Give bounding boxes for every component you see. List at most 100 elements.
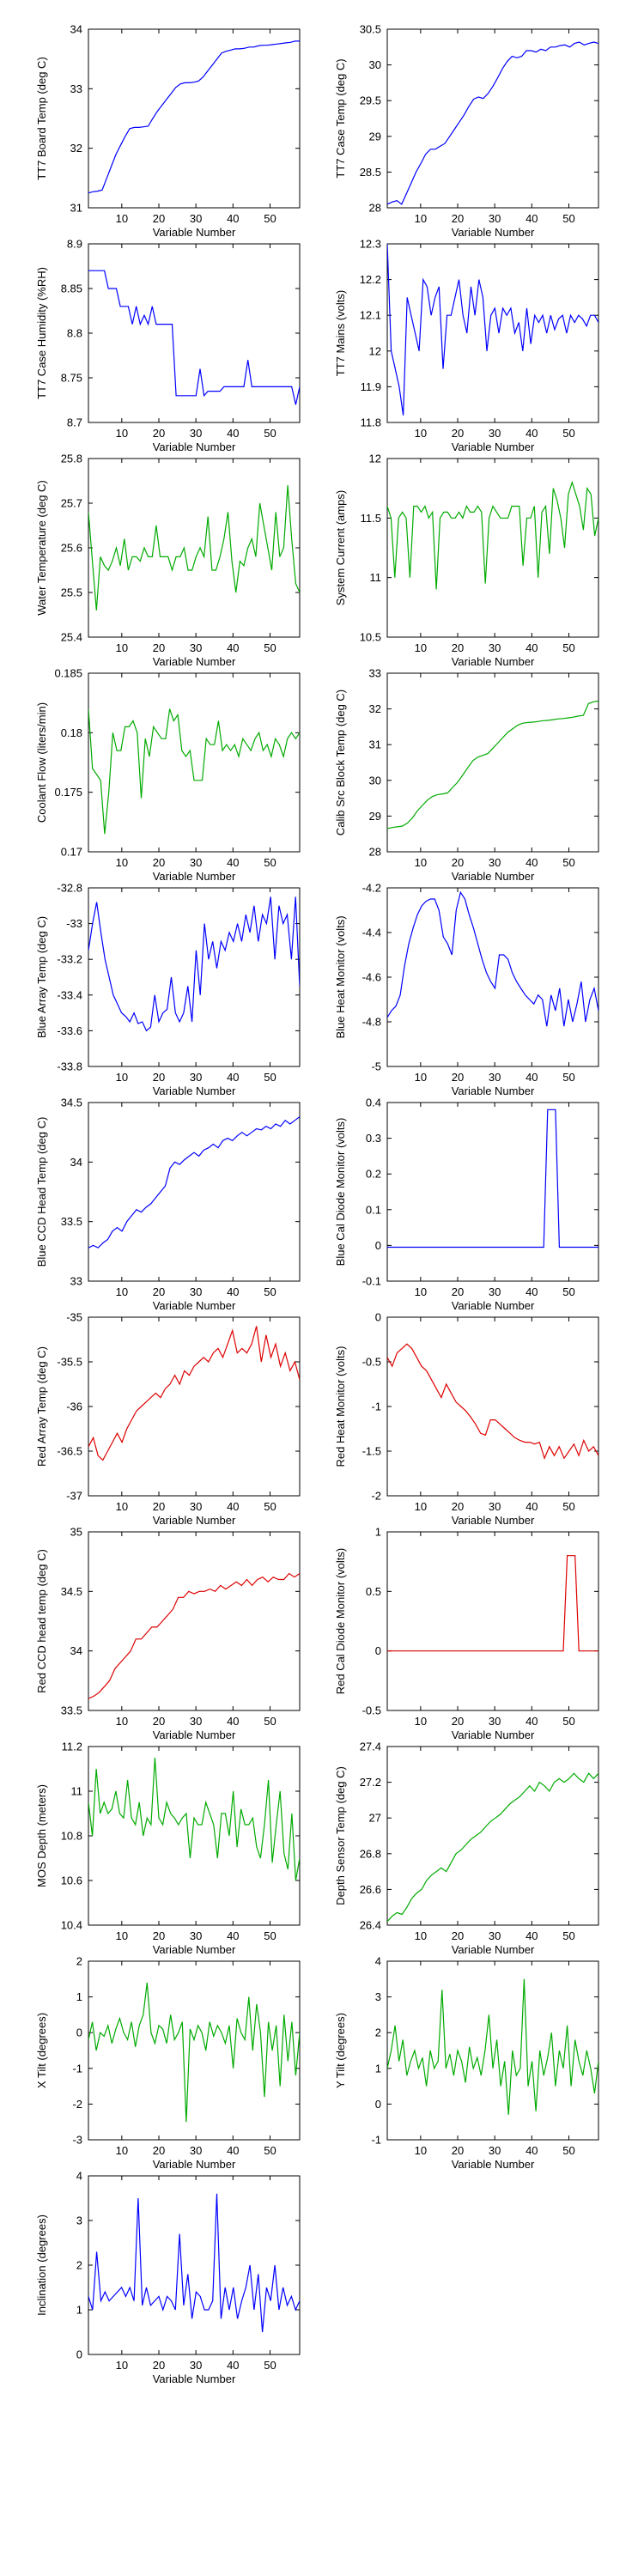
y-tick-label: 12.1 (360, 309, 381, 322)
chart-panel-12: -0.1 0 0.1 0.2 0.3 0.4 10 20 30 40 50 Variable Numb… (334, 1097, 599, 1312)
y-axis-label: Blue CCD Head Temp (deg C) (35, 1117, 48, 1267)
series-line (88, 1326, 300, 1461)
y-tick-label: 10.6 (61, 1874, 82, 1887)
x-tick-label: 50 (562, 1715, 574, 1728)
x-tick-label: 50 (264, 1715, 276, 1728)
x-tick-label: 10 (116, 856, 128, 869)
y-tick-label: 27.4 (360, 1741, 381, 1753)
y-tick-label: 12.3 (360, 238, 381, 251)
x-tick-label: 30 (190, 1500, 202, 1513)
y-tick-label: -36 (66, 1400, 82, 1413)
x-tick-label: 20 (452, 2144, 464, 2157)
x-tick-label: 20 (452, 1929, 464, 1942)
x-tick-label: 20 (153, 2144, 165, 2157)
x-axis-label: Variable Number (153, 2158, 236, 2171)
y-tick-label: 0 (375, 1311, 381, 1324)
y-tick-label: 33 (369, 667, 381, 680)
plot-frame (88, 672, 301, 853)
y-tick-label: 0.1 (366, 1203, 381, 1216)
x-tick-label: 50 (562, 1071, 574, 1084)
plot-frame (386, 458, 599, 638)
y-tick-label: 26.6 (360, 1883, 381, 1896)
y-tick-label: -4.4 (362, 927, 381, 939)
y-tick-label: 0.2 (366, 1168, 381, 1181)
y-tick-label: 0 (76, 2348, 82, 2361)
y-axis-label: Red CCD head temp (deg C) (35, 1549, 48, 1693)
y-axis-label: Red Cal Diode Monitor (volts) (334, 1548, 347, 1695)
y-tick-label: 25.5 (61, 586, 82, 599)
chart-panel-17: 10.4 10.6 10.8 11 11.2 10 20 30 40 50 Variable Num… (35, 1741, 301, 1956)
x-tick-label: 50 (264, 1285, 276, 1298)
x-tick-label: 40 (526, 641, 538, 654)
y-tick-label: 3 (375, 1990, 381, 2003)
x-tick-label: 50 (264, 212, 276, 225)
chart-panel-21: 0 1 2 3 4 10 20 30 40 50 Variable Number Inclinatio… (35, 2170, 301, 2385)
x-tick-label: 30 (489, 1285, 501, 1298)
y-tick-label: 0 (375, 1239, 381, 1252)
y-tick-label: 33 (70, 1275, 82, 1288)
plot-frame (88, 2175, 301, 2355)
chart-panel-8: 28 29 30 31 32 33 10 20 30 40 50 Variable Number Cal… (334, 667, 599, 883)
plot-frame (88, 1531, 301, 1711)
plot-frame (88, 28, 301, 209)
x-axis-label: Variable Number (153, 655, 236, 668)
y-tick-label: 32 (70, 142, 82, 155)
x-tick-label: 10 (116, 1500, 128, 1513)
y-tick-label: 30 (369, 774, 381, 787)
y-tick-label: 3 (76, 2215, 82, 2227)
y-tick-label: 12 (369, 453, 381, 465)
y-tick-label: -1 (72, 2062, 82, 2075)
series-line (387, 1109, 598, 1249)
x-tick-label: 10 (116, 1929, 128, 1942)
x-tick-label: 50 (562, 427, 574, 440)
x-tick-label: 40 (227, 1500, 239, 1513)
y-tick-label: 8.8 (67, 327, 82, 340)
chart-panel-14: -2 -1.5 -1 -0.5 0 10 20 30 40 50 Variable Number Re… (334, 1311, 599, 1527)
y-tick-label: 27.2 (360, 1776, 381, 1789)
plot-frame (386, 28, 599, 209)
y-axis-label: TT7 Board Temp (deg C) (35, 57, 48, 180)
chart-panel-16: -0.5 0 0.5 1 10 20 30 40 50 Variable Number Red Ca… (334, 1526, 599, 1741)
x-tick-label: 10 (415, 1071, 427, 1084)
chart-panel-9: -33.8 -33.6 -33.4 -33.2 -33 -32.8 10 20 30 40 50 Va… (35, 882, 301, 1097)
x-axis-label: Variable Number (452, 655, 535, 668)
series-line (387, 1343, 598, 1461)
x-tick-label: 30 (489, 641, 501, 654)
chart-panel-11: 33 33.5 34 34.5 10 20 30 40 50 Variable Number Blu… (35, 1097, 301, 1312)
chart-panel-18: 26.4 26.6 26.8 27 27.2 27.4 10 20 30 40 50 Variable… (334, 1741, 599, 1956)
y-tick-label: -32.8 (57, 882, 82, 895)
x-tick-label: 30 (489, 1500, 501, 1513)
x-tick-label: 40 (526, 1500, 538, 1513)
series-line (88, 1982, 300, 2123)
y-tick-label: 1 (375, 1526, 381, 1539)
x-tick-label: 20 (153, 1500, 165, 1513)
x-axis-label: Variable Number (153, 1299, 236, 1312)
x-tick-label: 50 (264, 427, 276, 440)
x-tick-label: 50 (264, 1500, 276, 1513)
x-axis-label: Variable Number (452, 870, 535, 883)
series-line (387, 480, 598, 590)
y-tick-label: 11.9 (361, 380, 381, 393)
x-tick-label: 20 (452, 427, 464, 440)
x-tick-label: 30 (190, 2359, 202, 2372)
y-tick-label: -0.5 (362, 1356, 381, 1369)
x-axis-label: Variable Number (452, 1943, 535, 1956)
y-tick-label: -33.4 (57, 988, 82, 1001)
y-axis-label: Blue Cal Diode Monitor (volts) (334, 1118, 347, 1267)
y-tick-label: -35 (66, 1311, 82, 1324)
x-tick-label: 10 (116, 2144, 128, 2157)
x-axis-label: Variable Number (153, 226, 236, 239)
x-tick-label: 20 (153, 212, 165, 225)
y-tick-label: -4.2 (362, 882, 381, 895)
y-tick-label: -37 (66, 1490, 82, 1503)
y-tick-label: 28 (369, 202, 381, 215)
series-line (88, 708, 300, 835)
series-line (387, 244, 598, 416)
y-tick-label: 25.4 (61, 631, 82, 644)
x-tick-label: 20 (153, 1285, 165, 1298)
y-tick-label: 0.175 (54, 786, 82, 799)
y-tick-label: -0.5 (362, 1704, 381, 1717)
series-line (387, 890, 598, 1027)
x-tick-label: 20 (452, 641, 464, 654)
x-tick-label: 50 (264, 641, 276, 654)
